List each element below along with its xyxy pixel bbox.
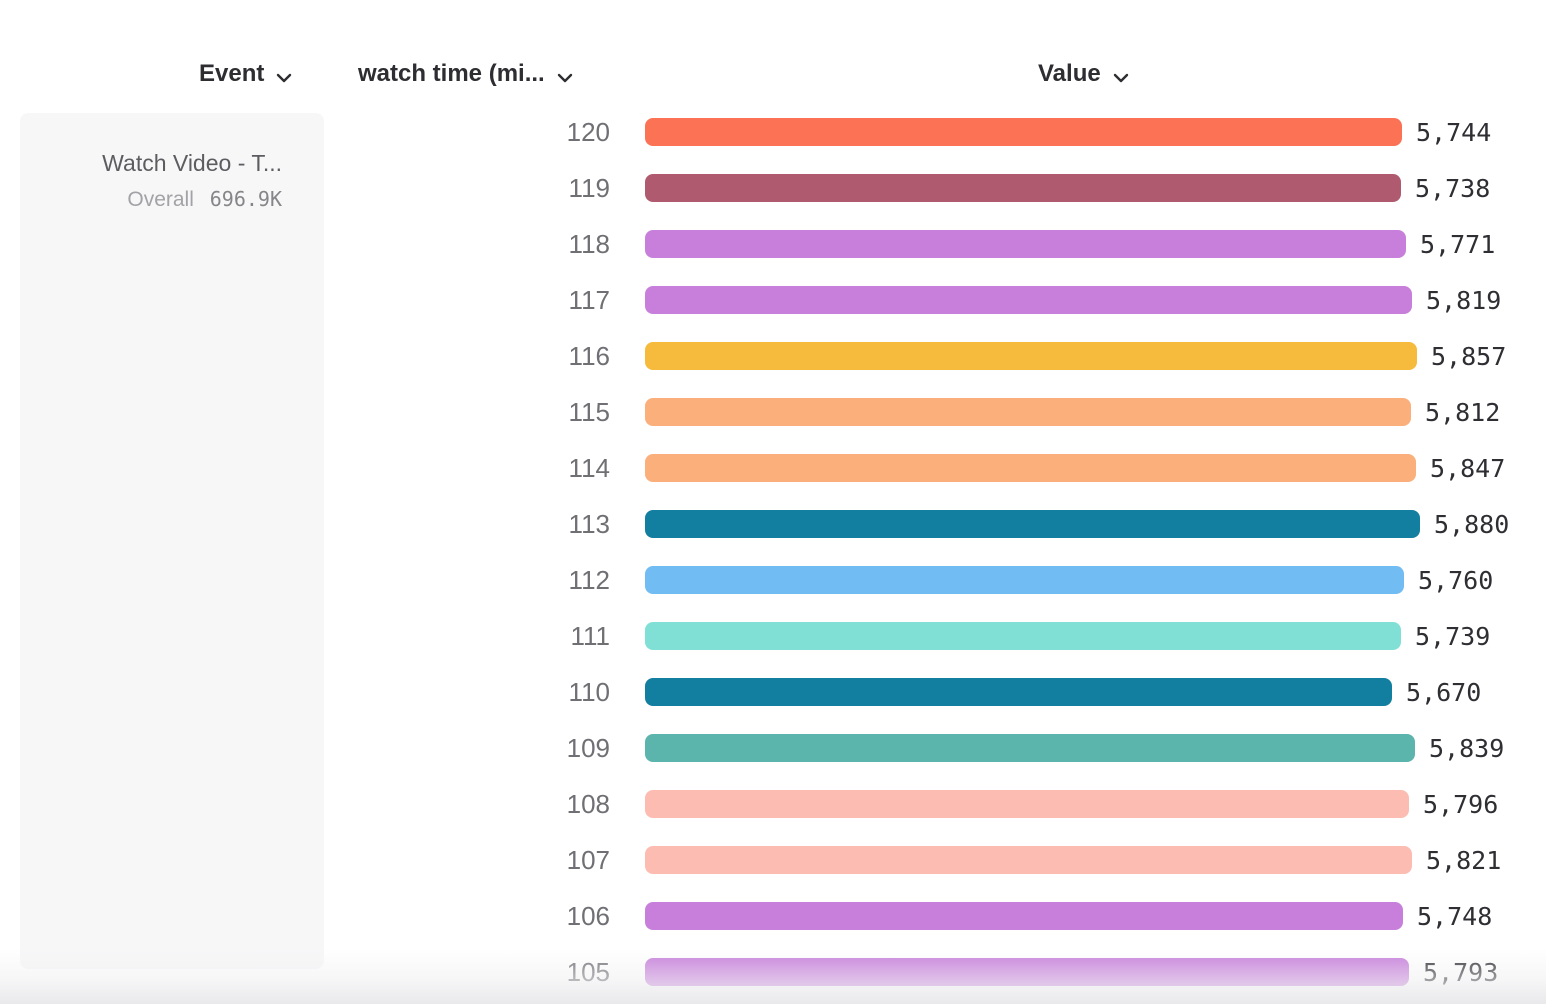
chevron-down-icon bbox=[276, 62, 292, 90]
bar[interactable] bbox=[645, 678, 1392, 706]
table-row: 108 5,796 bbox=[0, 776, 1546, 832]
bar-value-label: 5,839 bbox=[1429, 733, 1505, 763]
chevron-down-icon bbox=[1113, 62, 1129, 90]
bar-value-label: 5,847 bbox=[1430, 453, 1506, 483]
bar[interactable] bbox=[645, 398, 1411, 426]
bar-value-label: 5,793 bbox=[1423, 957, 1499, 987]
bar[interactable] bbox=[645, 454, 1416, 482]
table-row: 112 5,760 bbox=[0, 552, 1546, 608]
table-row: 115 5,812 bbox=[0, 384, 1546, 440]
event-column-label: Event bbox=[199, 60, 265, 87]
row-category-label: 117 bbox=[568, 284, 610, 315]
overall-label: Overall bbox=[127, 187, 194, 211]
bar-chart: 120 5,744 119 5,738 118 5,771 117 5,819 … bbox=[0, 104, 1546, 1000]
row-category-label: 110 bbox=[568, 676, 610, 707]
bar-value-label: 5,760 bbox=[1418, 565, 1494, 595]
bar[interactable] bbox=[645, 510, 1420, 538]
bar[interactable] bbox=[645, 342, 1417, 370]
row-category-label: 112 bbox=[568, 564, 610, 595]
row-category-label: 107 bbox=[566, 844, 610, 875]
table-row: 109 5,839 bbox=[0, 720, 1546, 776]
watch-time-column-label: watch time (mi... bbox=[358, 60, 545, 87]
bar[interactable] bbox=[645, 174, 1401, 202]
chevron-down-icon bbox=[557, 62, 573, 90]
row-category-label: 115 bbox=[568, 396, 610, 427]
event-card-subtitle: Overall 696.9K bbox=[40, 187, 282, 212]
table-row: 118 5,771 bbox=[0, 216, 1546, 272]
bar[interactable] bbox=[645, 734, 1415, 762]
bar[interactable] bbox=[645, 118, 1402, 146]
value-column-label: Value bbox=[1038, 60, 1101, 87]
table-row: 111 5,739 bbox=[0, 608, 1546, 664]
table-row: 117 5,819 bbox=[0, 272, 1546, 328]
watch-time-column-header[interactable]: watch time (mi... bbox=[358, 57, 573, 91]
bar-value-label: 5,880 bbox=[1434, 509, 1510, 539]
table-row: 107 5,821 bbox=[0, 832, 1546, 888]
bar[interactable] bbox=[645, 902, 1403, 930]
bar-value-label: 5,796 bbox=[1423, 789, 1499, 819]
bar-value-label: 5,738 bbox=[1415, 173, 1491, 203]
bar-value-label: 5,748 bbox=[1417, 901, 1493, 931]
table-row: 119 5,738 bbox=[0, 160, 1546, 216]
row-category-label: 105 bbox=[566, 956, 610, 987]
bar[interactable] bbox=[645, 622, 1401, 650]
bar-value-label: 5,670 bbox=[1406, 677, 1482, 707]
bar-value-label: 5,744 bbox=[1416, 117, 1492, 147]
table-row: 114 5,847 bbox=[0, 440, 1546, 496]
row-category-label: 108 bbox=[566, 788, 610, 819]
bar[interactable] bbox=[645, 958, 1409, 986]
bar[interactable] bbox=[645, 790, 1409, 818]
bar-value-label: 5,812 bbox=[1425, 397, 1501, 427]
row-category-label: 118 bbox=[568, 228, 610, 259]
table-row: 116 5,857 bbox=[0, 328, 1546, 384]
row-category-label: 111 bbox=[570, 620, 610, 651]
bar[interactable] bbox=[645, 566, 1404, 594]
value-column-header[interactable]: Value bbox=[1038, 57, 1129, 91]
row-category-label: 113 bbox=[568, 508, 610, 539]
event-column-header[interactable]: Event bbox=[199, 57, 292, 91]
event-card-title: Watch Video - T... bbox=[102, 150, 282, 176]
table-row: 106 5,748 bbox=[0, 888, 1546, 944]
row-category-label: 116 bbox=[568, 340, 610, 371]
event-card[interactable]: Watch Video - T... Overall 696.9K bbox=[20, 113, 324, 969]
bar-value-label: 5,819 bbox=[1426, 285, 1502, 315]
row-category-label: 106 bbox=[566, 900, 610, 931]
row-category-label: 114 bbox=[568, 452, 610, 483]
bar-value-label: 5,739 bbox=[1415, 621, 1491, 651]
table-row: 105 5,793 bbox=[0, 944, 1546, 1000]
row-category-label: 119 bbox=[568, 172, 610, 203]
bar-value-label: 5,771 bbox=[1420, 229, 1496, 259]
bar[interactable] bbox=[645, 230, 1406, 258]
row-category-label: 109 bbox=[566, 732, 610, 763]
table-row: 120 5,744 bbox=[0, 104, 1546, 160]
bar-value-label: 5,857 bbox=[1431, 341, 1507, 371]
table-row: 113 5,880 bbox=[0, 496, 1546, 552]
row-category-label: 120 bbox=[566, 116, 610, 147]
bar-value-label: 5,821 bbox=[1426, 845, 1502, 875]
bar[interactable] bbox=[645, 846, 1412, 874]
overall-value: 696.9K bbox=[209, 186, 282, 211]
table-row: 110 5,670 bbox=[0, 664, 1546, 720]
bar[interactable] bbox=[645, 286, 1412, 314]
